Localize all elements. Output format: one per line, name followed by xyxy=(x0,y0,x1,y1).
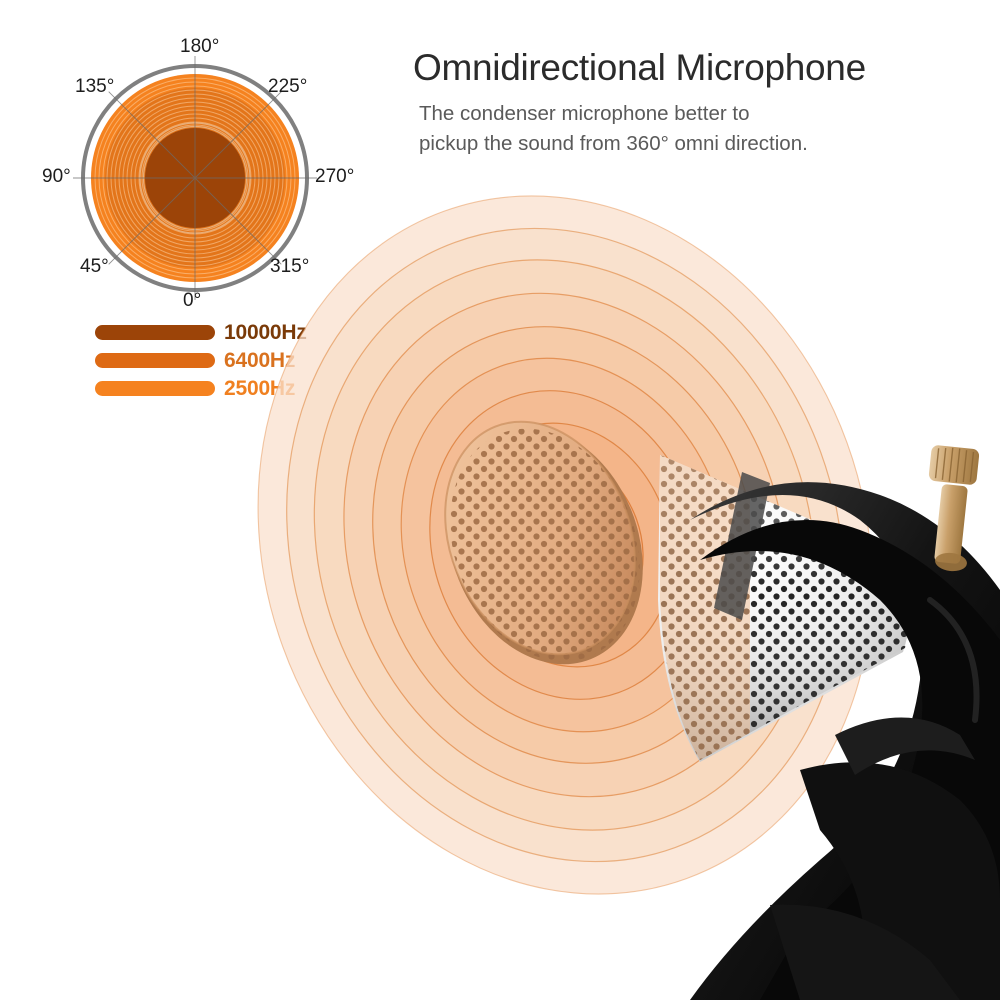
polar-axis-label-225: 225° xyxy=(268,76,308,97)
page-description: The condenser microphone better to picku… xyxy=(413,99,973,159)
frequency-legend: 10000Hz 6400Hz 2500Hz xyxy=(95,320,355,404)
polar-chart-svg xyxy=(73,56,317,300)
thumbscrew xyxy=(928,445,980,572)
polar-axis-label-45: 45° xyxy=(80,256,109,277)
polar-axis-label-90: 90° xyxy=(42,166,71,187)
page-title: Omnidirectional Microphone xyxy=(413,47,866,88)
page-description-line2: pickup the sound from 360° omni directio… xyxy=(419,132,808,155)
legend-swatch-6400hz xyxy=(95,352,215,368)
headline-block: Omnidirectional Microphone The condenser… xyxy=(413,45,973,159)
polar-axis-label-180: 180° xyxy=(180,36,220,57)
polar-axis-label-270: 270° xyxy=(315,166,355,187)
legend-swatch-10000hz xyxy=(95,324,215,340)
mount-cable xyxy=(927,597,980,723)
shock-mount xyxy=(770,717,1000,1000)
polar-axis-label-315: 315° xyxy=(270,256,310,277)
polar-axis-label-135: 135° xyxy=(75,76,115,97)
polar-axis-label-0: 0° xyxy=(183,290,202,311)
legend-swatch-2500hz xyxy=(95,380,215,396)
legend-label-6400hz: 6400Hz xyxy=(224,348,296,372)
polar-pattern-chart: 180° 135° 225° 90° 270° 45° 315° 0° xyxy=(20,28,370,328)
legend-item-6400hz: 6400Hz xyxy=(95,348,355,372)
thumbscrew-knurling xyxy=(934,447,975,483)
legend-label-10000hz: 10000Hz xyxy=(224,320,307,344)
page-description-line1: The condenser microphone better to xyxy=(419,102,750,125)
legend-item-10000hz: 10000Hz xyxy=(95,320,355,344)
radial-axis-lines xyxy=(73,56,317,300)
